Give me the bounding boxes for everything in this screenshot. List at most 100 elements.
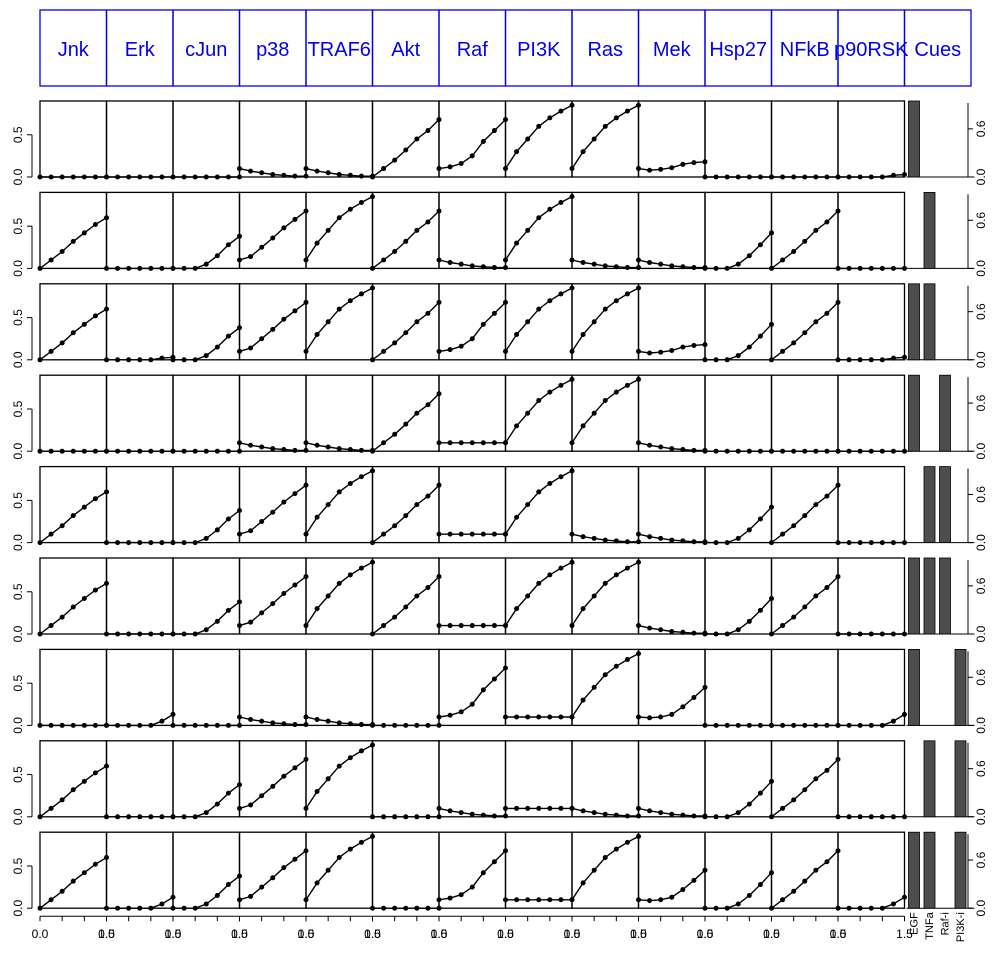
data-point	[613, 389, 619, 395]
data-point	[370, 265, 375, 271]
data-point	[214, 801, 220, 807]
data-point	[746, 448, 752, 454]
data-point	[769, 265, 774, 271]
data-point	[436, 531, 442, 537]
panel-frame	[371, 374, 440, 452]
data-point	[757, 448, 763, 454]
data-point	[857, 814, 863, 820]
data-point	[525, 410, 531, 416]
data-point	[902, 171, 907, 177]
data-point	[225, 242, 231, 248]
x-tick-label: 1.5	[763, 927, 780, 941]
data-point	[436, 805, 442, 811]
data-point	[491, 440, 497, 446]
data-point	[159, 448, 165, 454]
data-point	[890, 172, 896, 178]
data-point	[757, 882, 763, 888]
panel-frame	[172, 191, 241, 270]
data-point	[702, 905, 708, 911]
data-point	[680, 264, 686, 270]
data-point	[536, 580, 542, 586]
data-point	[669, 711, 675, 717]
data-point	[879, 814, 885, 820]
series-line	[305, 195, 373, 261]
data-point	[203, 261, 209, 267]
data-point	[757, 516, 763, 522]
y-tick-label: 0.5	[11, 583, 25, 600]
data-point	[126, 631, 132, 637]
data-point	[303, 714, 309, 720]
y-tick-label: 0.0	[11, 443, 25, 460]
x-tick-label: 1.5	[298, 927, 315, 941]
data-point	[791, 448, 797, 454]
data-point	[281, 865, 287, 871]
column-header-label: Raf	[457, 39, 489, 61]
data-point	[148, 722, 154, 728]
data-point	[92, 448, 98, 454]
data-point	[846, 448, 852, 454]
series-line	[504, 195, 573, 261]
data-point	[325, 776, 331, 782]
data-point	[669, 811, 675, 817]
y-tick-label-right: 0.0	[974, 260, 988, 277]
panel-frame	[39, 648, 108, 727]
data-point	[491, 676, 497, 682]
data-point	[890, 631, 896, 637]
data-point	[292, 308, 298, 314]
panel-frame	[571, 191, 640, 270]
data-point	[469, 531, 475, 537]
data-point	[902, 814, 907, 820]
data-point	[780, 448, 786, 454]
data-point	[203, 535, 209, 541]
data-point	[303, 440, 309, 446]
y-tick-label-right: 0.0	[974, 534, 988, 551]
data-point	[358, 565, 364, 571]
data-point	[192, 814, 198, 820]
data-point	[624, 108, 630, 114]
data-point	[159, 174, 165, 180]
series-line	[504, 287, 573, 352]
panel-frame	[837, 100, 906, 178]
data-point	[181, 905, 187, 911]
data-point	[259, 444, 265, 450]
panel-frame	[105, 191, 174, 270]
panel-frame	[837, 831, 906, 909]
data-point	[248, 168, 254, 174]
data-point	[780, 348, 786, 354]
panel-frame	[770, 465, 839, 544]
data-point	[658, 535, 664, 541]
data-point	[303, 166, 309, 172]
data-point	[636, 714, 641, 720]
data-point	[48, 623, 54, 629]
data-point	[569, 257, 575, 263]
data-point	[414, 319, 420, 325]
data-point	[791, 797, 797, 803]
data-point	[192, 631, 198, 637]
data-point	[569, 348, 575, 354]
data-point	[37, 631, 43, 637]
data-point	[281, 590, 287, 596]
data-point	[403, 814, 409, 820]
data-point	[104, 905, 109, 911]
data-point	[248, 893, 254, 899]
panel-frame	[438, 557, 507, 635]
data-point	[691, 539, 697, 545]
data-point	[857, 174, 863, 180]
panel-frame	[305, 100, 374, 178]
data-point	[70, 722, 76, 728]
data-point	[148, 448, 154, 454]
data-point	[48, 805, 54, 811]
data-point	[669, 446, 675, 452]
data-point	[824, 493, 830, 499]
series-line	[504, 470, 573, 535]
panel-frame	[305, 374, 374, 452]
data-point	[525, 136, 531, 142]
data-point	[647, 625, 653, 631]
data-point	[126, 540, 132, 546]
data-point	[658, 897, 664, 903]
data-point	[248, 345, 254, 351]
data-point	[658, 166, 664, 172]
data-point	[680, 344, 686, 350]
data-point	[514, 897, 520, 903]
data-point	[403, 330, 409, 336]
